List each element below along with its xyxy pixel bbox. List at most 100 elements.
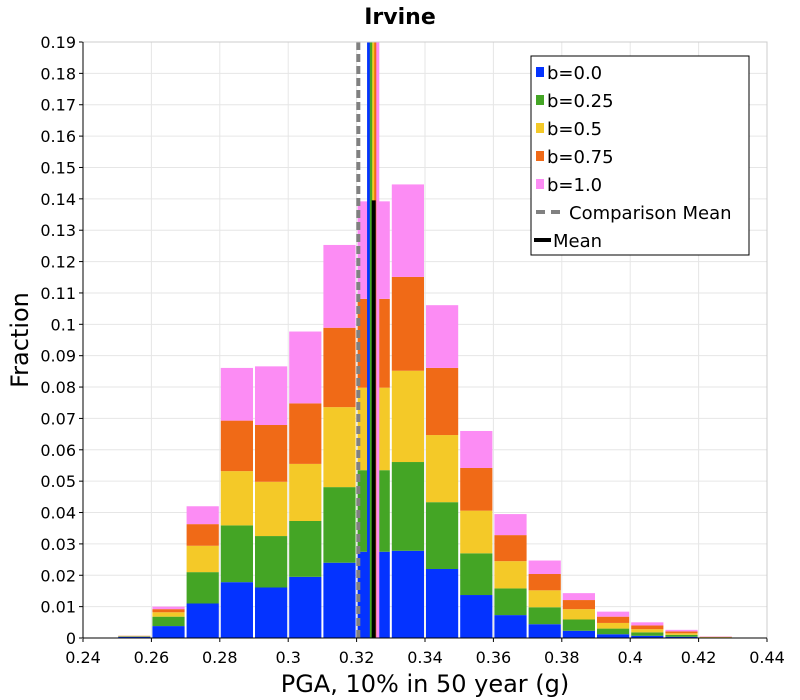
x-tick-label: 0.4 — [617, 648, 642, 667]
bar-segment-b=0.0 — [118, 636, 151, 638]
legend-swatch — [536, 179, 544, 189]
bar-segment-b=0.25 — [631, 632, 664, 636]
bar-segment-b=0.75 — [255, 425, 288, 482]
x-tick-label: 0.28 — [202, 648, 238, 667]
bar-segment-b=0.0 — [597, 634, 630, 638]
x-tick-label: 0.44 — [749, 648, 785, 667]
bar-segment-b=0.75 — [494, 535, 527, 562]
bar-segment-b=0.75 — [631, 625, 664, 630]
y-tick-label: 0.02 — [40, 566, 76, 585]
bar-segment-b=0.5 — [391, 370, 424, 463]
bar-segment-b=0.0 — [220, 582, 253, 638]
x-tick-label: 0.26 — [134, 648, 170, 667]
legend-label: b=0.0 — [547, 63, 602, 84]
bar-segment-b=0.0 — [631, 635, 664, 638]
legend-box — [530, 55, 750, 256]
bar-segment-b=0.25 — [186, 572, 219, 604]
y-tick-label: 0.04 — [40, 504, 76, 523]
y-tick-label: 0.08 — [40, 378, 76, 397]
y-tick-label: 0.18 — [40, 64, 76, 83]
bar-segment-b=1.0 — [597, 611, 630, 617]
bar-segment-b=0.75 — [220, 420, 253, 472]
y-tick-label: 0.15 — [40, 158, 76, 177]
bar-segment-b=0.75 — [186, 524, 219, 546]
bar-segment-b=0.0 — [528, 624, 561, 638]
y-tick-label: 0.05 — [40, 472, 76, 491]
bar-segment-b=0.5 — [220, 471, 253, 526]
bar-segment-b=0.5 — [255, 481, 288, 537]
bar-segment-b=0.5 — [323, 407, 356, 488]
bar-segment-b=0.25 — [528, 607, 561, 625]
bar-segment-b=0.25 — [665, 634, 698, 637]
bar-segment-b=1.0 — [220, 367, 253, 421]
bar-segment-b=0.75 — [323, 327, 356, 408]
bar-segment-b=0.5 — [494, 561, 527, 589]
y-tick-label: 0.01 — [40, 598, 76, 617]
y-tick-label: 0.06 — [40, 441, 76, 460]
bar-segment-b=0.0 — [426, 568, 459, 638]
bar-segment-b=0.25 — [152, 616, 185, 627]
y-axis-title: Fraction — [6, 292, 34, 388]
bar-segment-b=0.75 — [562, 600, 595, 610]
y-tick-label: 0 — [66, 629, 76, 648]
legend-label: Mean — [553, 231, 602, 252]
bar-segment-b=0.25 — [460, 553, 493, 596]
x-tick-label: 0.36 — [476, 648, 512, 667]
x-tick-label: 0.42 — [681, 648, 717, 667]
mean-lines — [356, 42, 380, 638]
legend-label: b=0.25 — [547, 91, 614, 112]
bar-segment-b=0.5 — [460, 510, 493, 554]
legend-swatch — [536, 151, 544, 161]
bar-segment-b=0.0 — [562, 630, 595, 638]
bar-segment-b=0.5 — [665, 633, 698, 635]
bar-segment-b=1.0 — [631, 622, 664, 626]
legend-label: b=1.0 — [547, 175, 602, 196]
bar-segment-b=0.5 — [186, 545, 219, 573]
bar-segment-b=1.0 — [494, 514, 527, 536]
bar-segment-b=1.0 — [665, 629, 698, 632]
bar-segment-b=0.75 — [460, 467, 493, 511]
bar-segment-b=1.0 — [255, 366, 288, 426]
y-tick-label: 0.17 — [40, 96, 76, 115]
bar-segment-b=0.25 — [391, 462, 424, 551]
axes: 0 0.01 0.02 0.03 0.04 0.05 0.06 0.07 0.08 0.09 0.1… — [40, 33, 784, 667]
x-tick-label: 0.32 — [339, 648, 375, 667]
legend: b=0.0 b=0.25 b=0.5 b=0.75 b=1.0 Comparison Me… — [530, 55, 750, 256]
bar-segment-b=0.75 — [665, 631, 698, 634]
bar-segment-b=1.0 — [460, 430, 493, 468]
bar-segment-b=0.75 — [426, 367, 459, 436]
bar-segment-b=0.0 — [460, 595, 493, 638]
bar-segment-b=0.5 — [289, 463, 322, 521]
y-tick-label: 0.1 — [51, 315, 76, 334]
legend-swatch — [536, 67, 544, 77]
bar-segment-b=0.25 — [220, 525, 253, 583]
x-tick-label: 0.34 — [407, 648, 443, 667]
bar-segment-b=0.75 — [152, 609, 185, 613]
y-tick-label: 0.16 — [40, 127, 76, 146]
bar-segment-b=0.25 — [597, 628, 630, 635]
y-tick-label: 0.13 — [40, 221, 76, 240]
bar-segment-b=0.25 — [255, 536, 288, 588]
y-tick-label: 0.11 — [40, 284, 76, 303]
bar-segment-b=1.0 — [323, 244, 356, 328]
bar-segment-b=0.0 — [152, 626, 185, 638]
bar-segment-b=1.0 — [391, 184, 424, 277]
bar-segment-b=1.0 — [289, 331, 322, 404]
bar-segment-b=1.0 — [528, 560, 561, 575]
bar-segment-b=0.5 — [426, 435, 459, 503]
y-tick-label: 0.07 — [40, 409, 76, 428]
legend-label: b=0.75 — [547, 147, 614, 168]
bar-segment-b=0.75 — [289, 403, 322, 464]
bar-segment-b=1.0 — [562, 593, 595, 601]
bar-segment-b=0.0 — [186, 603, 219, 638]
y-tick-label: 0.14 — [40, 190, 76, 209]
bar-segment-b=0.0 — [494, 615, 527, 638]
bar-segment-b=0.5 — [152, 612, 185, 617]
x-axis-title: PGA, 10% in 50 year (g) — [281, 670, 570, 698]
bar-segment-b=0.75 — [597, 616, 630, 623]
bar-segment-b=0.0 — [391, 550, 424, 638]
legend-swatch — [536, 123, 544, 133]
legend-swatch — [536, 95, 544, 105]
bar-segment-b=0.5 — [562, 609, 595, 620]
